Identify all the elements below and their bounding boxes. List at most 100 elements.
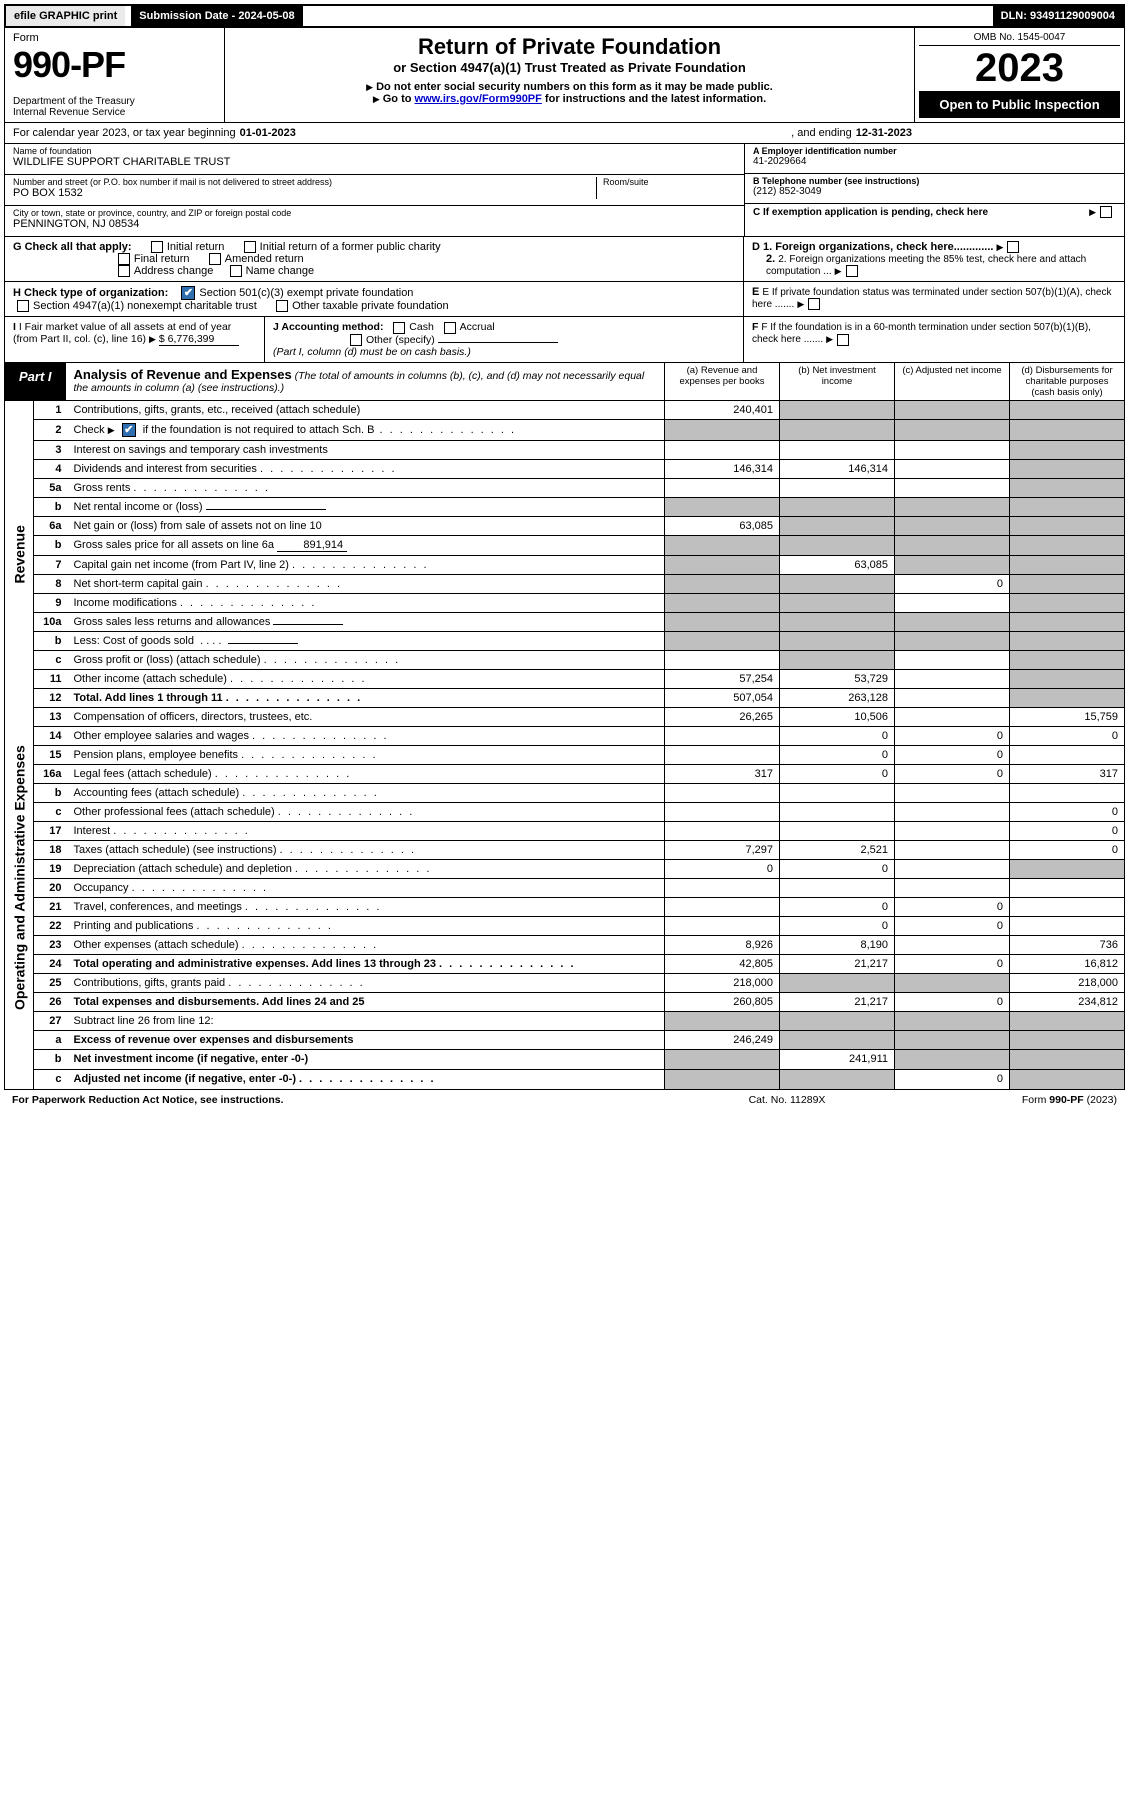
city: PENNINGTON, NJ 08534 (13, 218, 736, 230)
line-27a: Excess of revenue over expenses and disb… (68, 1030, 665, 1049)
line-19: Depreciation (attach schedule) and deple… (68, 859, 665, 878)
col-a-hdr: (a) Revenue and expenses per books (664, 363, 779, 400)
calendar-year: For calendar year 2023, or tax year begi… (4, 123, 1125, 144)
submission-date: Submission Date - 2024-05-08 (131, 6, 302, 26)
d1: D 1. Foreign organizations, check here..… (752, 241, 993, 253)
cat-no: Cat. No. 11289X (657, 1094, 917, 1106)
checkbox-e[interactable] (808, 298, 820, 310)
room-label: Room/suite (603, 177, 736, 187)
checkbox-501c3[interactable]: ✔ (181, 286, 195, 300)
section-h-e: H Check type of organization: ✔Section 5… (4, 282, 1125, 317)
line-5b: Net rental income or (loss) (68, 497, 665, 516)
line-11: Other income (attach schedule) (68, 669, 665, 688)
col-c-hdr: (c) Adjusted net income (894, 363, 1009, 400)
line-22: Printing and publications (68, 916, 665, 935)
line-8: Net short-term capital gain (68, 574, 665, 593)
line-7: Capital gain net income (from Part IV, l… (68, 555, 665, 574)
city-label: City or town, state or province, country… (13, 208, 736, 218)
section-i-j-f: I I Fair market value of all assets at e… (4, 317, 1125, 362)
part-tab: Part I (5, 363, 66, 400)
ein-label: A Employer identification number (753, 146, 1116, 156)
checkbox-d2[interactable] (846, 265, 858, 277)
line-10b: Less: Cost of goods sold . . . . (68, 631, 665, 650)
col-b-hdr: (b) Net investment income (779, 363, 894, 400)
part-i-header: Part I Analysis of Revenue and Expenses … (4, 363, 1125, 401)
line-16b: Accounting fees (attach schedule) (68, 783, 665, 802)
form-ref: Form 990-PF (2023) (917, 1094, 1117, 1106)
col-d-hdr: (d) Disbursements for charitable purpose… (1009, 363, 1124, 400)
part-i-table: Revenue 1 Contributions, gifts, grants, … (4, 401, 1125, 1090)
section-c: C If exemption application is pending, c… (753, 207, 988, 218)
checkbox-final[interactable] (118, 253, 130, 265)
checkbox-amended[interactable] (209, 253, 221, 265)
fmv: $ 6,776,399 (159, 333, 239, 346)
line-23: Other expenses (attach schedule) (68, 935, 665, 954)
section-f: F If the foundation is in a 60-month ter… (752, 322, 1091, 345)
checkbox-schb[interactable]: ✔ (122, 423, 136, 437)
form-number: 990-PF (13, 44, 216, 86)
line-6a: Net gain or (loss) from sale of assets n… (68, 516, 665, 535)
line-16c: Other professional fees (attach schedule… (68, 802, 665, 821)
line-1: Contributions, gifts, grants, etc., rece… (68, 401, 665, 420)
name-label: Name of foundation (13, 146, 736, 156)
line-27c: Adjusted net income (if negative, enter … (68, 1069, 665, 1089)
entity-block: Name of foundation WILDLIFE SUPPORT CHAR… (4, 144, 1125, 237)
checkbox-address[interactable] (118, 265, 130, 277)
checkbox-accrual[interactable] (444, 322, 456, 334)
dept: Department of the Treasury Internal Reve… (13, 96, 216, 118)
line-16a: Legal fees (attach schedule) (68, 764, 665, 783)
checkbox-cash[interactable] (393, 322, 405, 334)
line-10a: Gross sales less returns and allowances (68, 612, 665, 631)
j-note: (Part I, column (d) must be on cash basi… (273, 346, 471, 358)
form-header: Form 990-PF Department of the Treasury I… (4, 28, 1125, 123)
h-label: H Check type of organization: (13, 287, 168, 299)
form-title: Return of Private Foundation (235, 34, 904, 60)
checkbox-4947[interactable] (17, 300, 29, 312)
section-g-d: G Check all that apply: Initial return I… (4, 237, 1125, 282)
dln: DLN: 93491129009004 (993, 6, 1123, 26)
line-13: Compensation of officers, directors, tru… (68, 707, 665, 726)
form-label: Form (13, 32, 216, 44)
line-10c: Gross profit or (loss) (attach schedule) (68, 650, 665, 669)
ein: 41-2029664 (753, 156, 1116, 167)
line-25: Contributions, gifts, grants paid (68, 973, 665, 992)
line-18: Taxes (attach schedule) (see instruction… (68, 840, 665, 859)
tax-year: 2023 (919, 46, 1120, 91)
page-footer: For Paperwork Reduction Act Notice, see … (4, 1090, 1125, 1110)
note-2: Go to www.irs.gov/Form990PF for instruct… (235, 93, 904, 105)
checkbox-initial[interactable] (151, 241, 163, 253)
tel-label: B Telephone number (see instructions) (753, 176, 1116, 186)
tel: (212) 852-3049 (753, 186, 1116, 197)
line-26: Total expenses and disbursements. Add li… (68, 992, 665, 1011)
line-15: Pension plans, employee benefits (68, 745, 665, 764)
checkbox-other[interactable] (350, 334, 362, 346)
checkbox-name[interactable] (230, 265, 242, 277)
street-label: Number and street (or P.O. box number if… (13, 177, 590, 187)
line-14: Other employee salaries and wages (68, 726, 665, 745)
checkbox-d1[interactable] (1007, 241, 1019, 253)
revenue-sidebar: Revenue (5, 401, 34, 708)
checkbox-f[interactable] (837, 334, 849, 346)
pra-notice: For Paperwork Reduction Act Notice, see … (12, 1094, 657, 1106)
open-inspection: Open to Public Inspection (919, 91, 1120, 118)
checkbox-othertax[interactable] (276, 300, 288, 312)
line-4: Dividends and interest from securities (68, 459, 665, 478)
d2: 2. Foreign organizations meeting the 85%… (766, 254, 1086, 277)
part-title: Analysis of Revenue and Expenses (74, 367, 292, 382)
checkbox-initial-former[interactable] (244, 241, 256, 253)
checkbox-c[interactable] (1100, 206, 1112, 218)
street: PO BOX 1532 (13, 187, 590, 199)
instructions-link[interactable]: www.irs.gov/Form990PF (415, 93, 542, 105)
expenses-sidebar: Operating and Administrative Expenses (5, 707, 34, 1049)
efile-print[interactable]: efile GRAPHIC print (6, 6, 125, 26)
form-subtitle: or Section 4947(a)(1) Trust Treated as P… (235, 60, 904, 75)
omb: OMB No. 1545-0047 (919, 32, 1120, 46)
line-12: Total. Add lines 1 through 11 (68, 688, 665, 707)
line-21: Travel, conferences, and meetings (68, 897, 665, 916)
line-6b: Gross sales price for all assets on line… (68, 535, 665, 555)
line-5a: Gross rents (68, 478, 665, 497)
line-27: Subtract line 26 from line 12: (68, 1011, 665, 1030)
j-label: J Accounting method: (273, 321, 383, 333)
line-9: Income modifications (68, 593, 665, 612)
line-27b: Net investment income (if negative, ente… (68, 1049, 665, 1069)
